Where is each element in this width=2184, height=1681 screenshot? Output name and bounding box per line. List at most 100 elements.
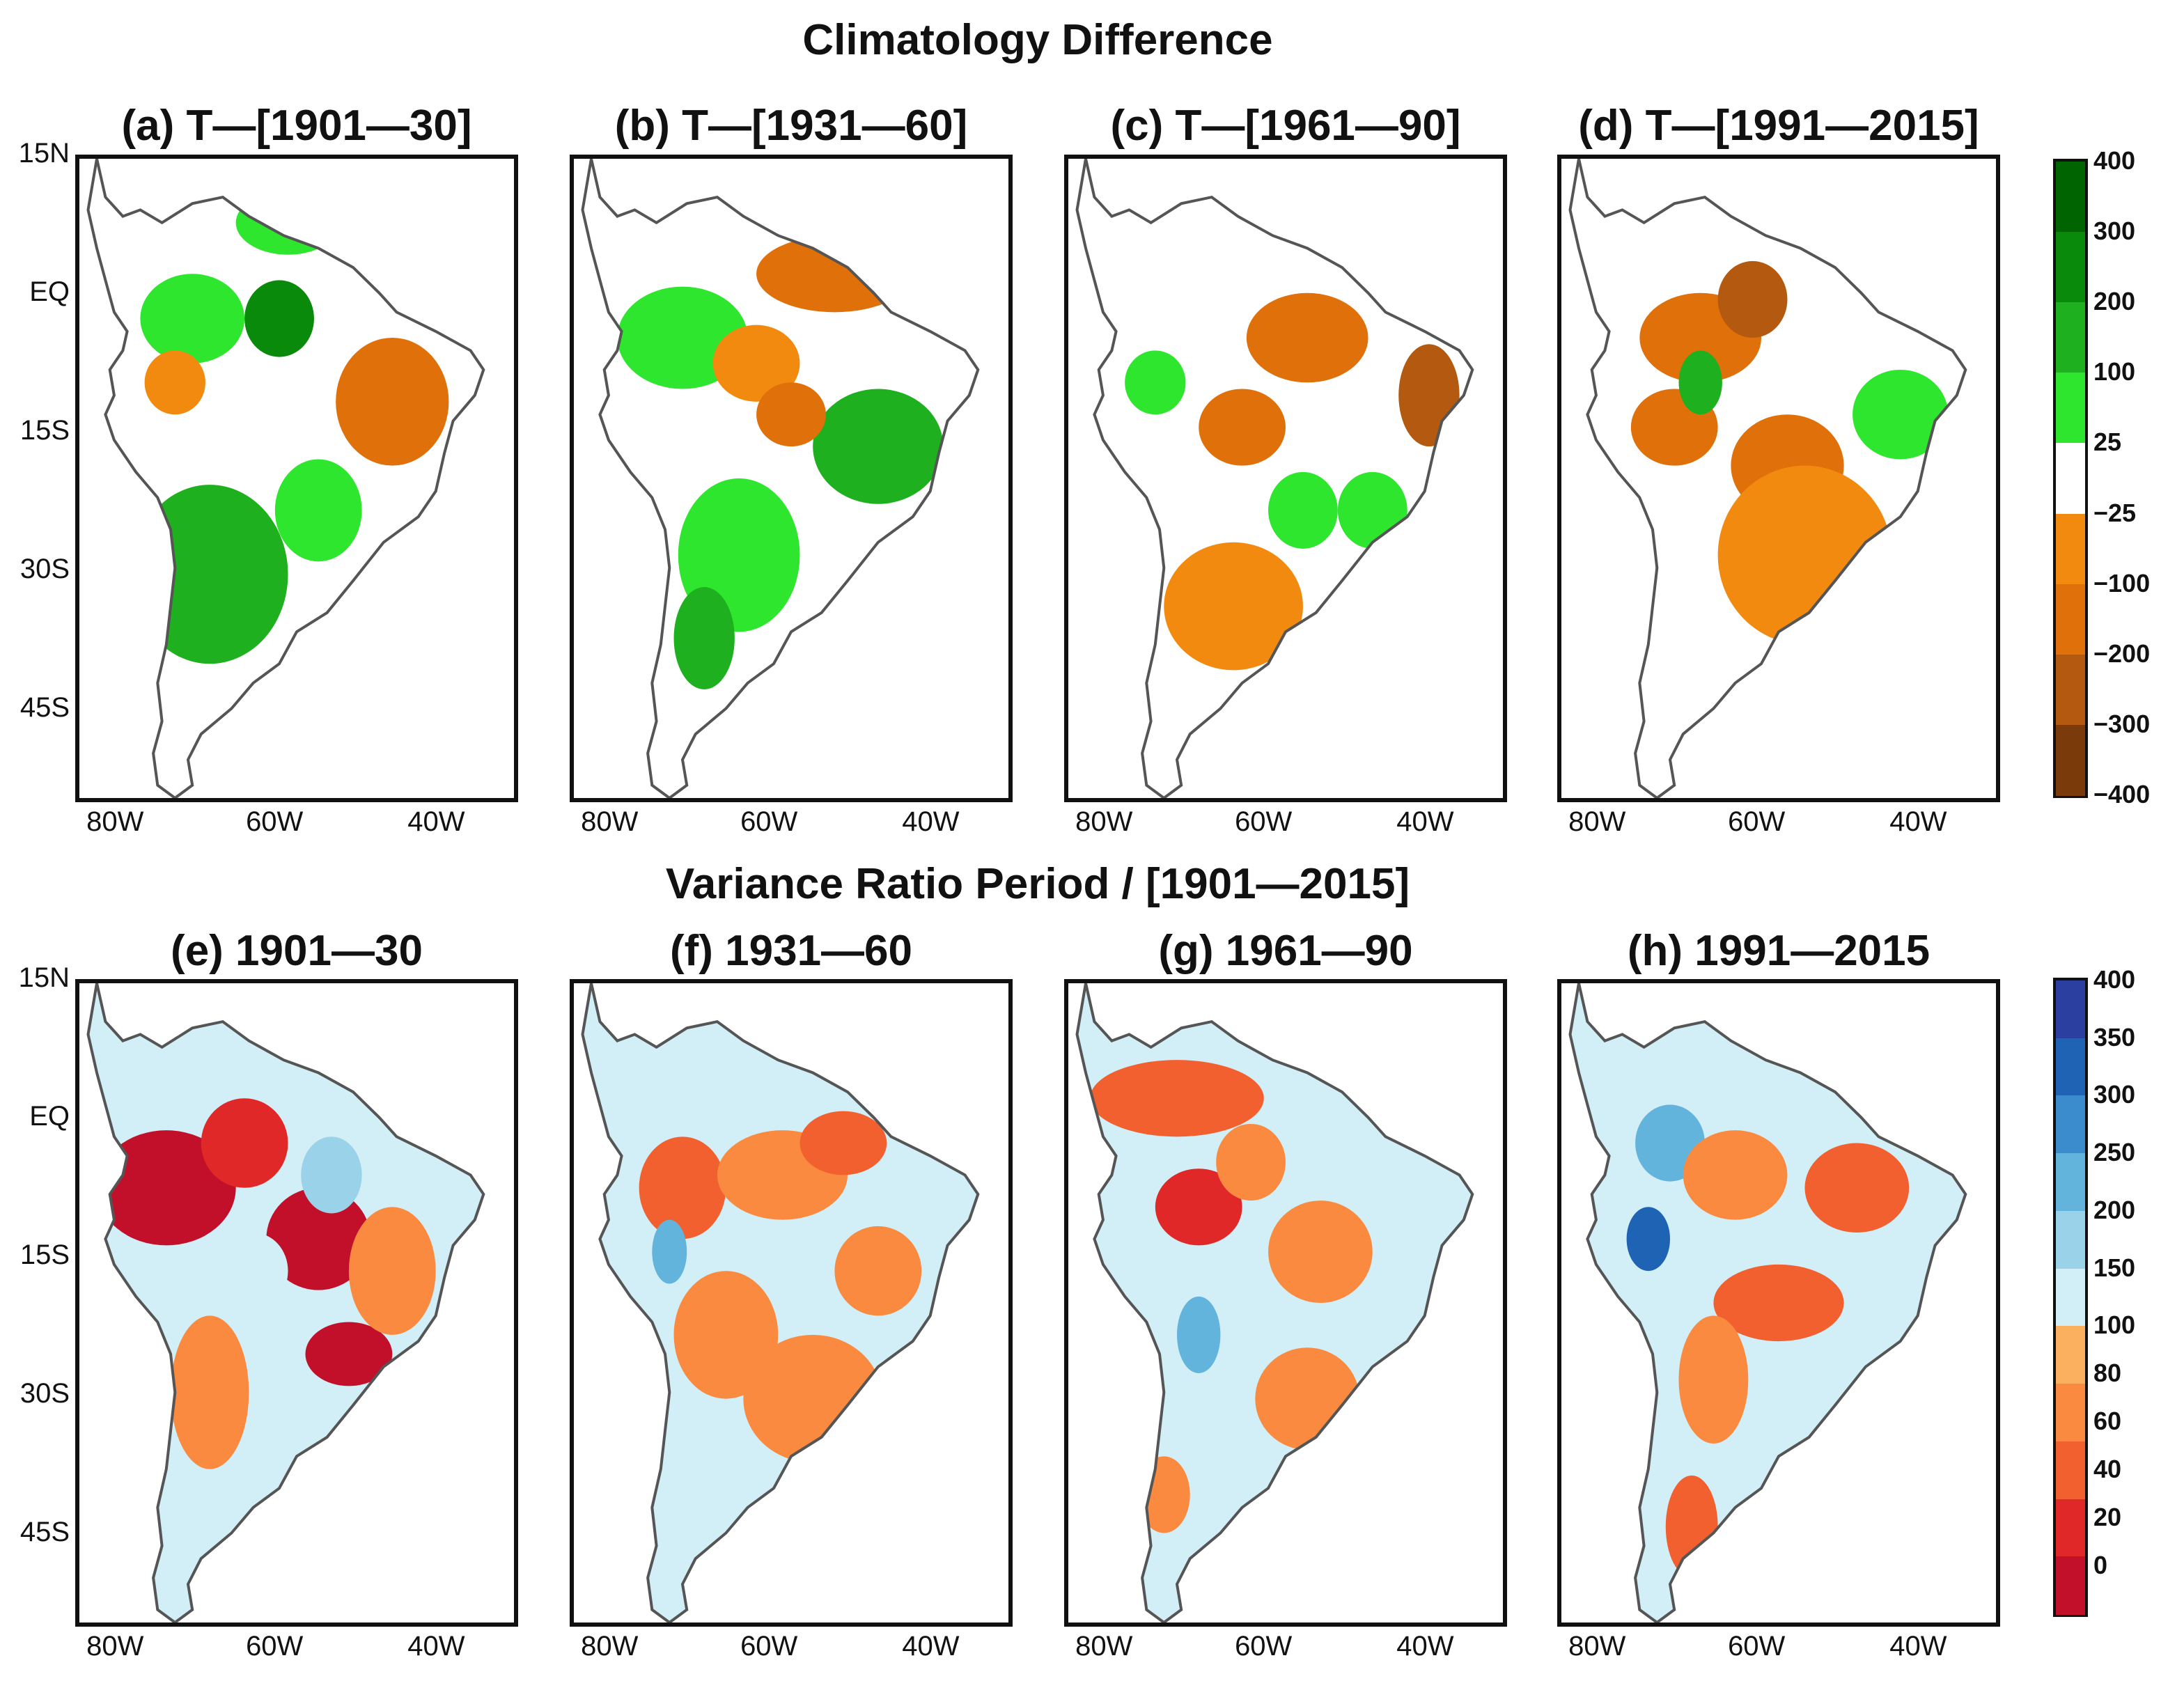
colorbar-tick-label: −300 [2093, 709, 2151, 738]
panel-title-6: (g) 1961—90 [1158, 927, 1413, 975]
colorbar-tick-label: −200 [2093, 639, 2151, 668]
colorbar-variance-ratio [2053, 978, 2088, 1617]
colorbar-segment [2056, 1210, 2085, 1269]
colorbar-tick-label: 350 [2093, 1022, 2136, 1051]
lon-tick-label: 40W [1396, 806, 1454, 837]
panel-title-7: (h) 1991—2015 [1627, 927, 1930, 975]
colorbar-segment [2056, 302, 2085, 374]
field-region-0 [96, 1130, 236, 1246]
colorbar-tick-label: 150 [2093, 1253, 2136, 1282]
field-region-3 [813, 389, 944, 504]
colorbar-segment [2056, 513, 2085, 585]
map-svg [1568, 983, 1967, 1623]
colorbar-segment [2056, 980, 2085, 1039]
panel-title-5: (f) 1931—60 [669, 927, 913, 975]
lon-tick-label: 80W [581, 806, 639, 837]
colorbar-segment [2056, 1499, 2085, 1558]
field-region-4 [1626, 1207, 1670, 1272]
colorbar-segment [2056, 584, 2085, 655]
field-region-5 [1398, 344, 1460, 447]
field-region-1 [756, 235, 913, 313]
colorbar-tick-label: 250 [2093, 1138, 2136, 1167]
lon-tick-label: 60W [1728, 806, 1786, 837]
field-region-2 [1216, 1123, 1286, 1201]
top-section-title: Climatology Difference [802, 16, 1273, 64]
map-svg [581, 983, 980, 1623]
lon-tick-label: 60W [1235, 806, 1293, 837]
field-region-5 [1852, 369, 1949, 460]
colorbar-segment [2056, 654, 2085, 726]
coastline [1568, 983, 1967, 1623]
colorbar-segment [2056, 1153, 2085, 1212]
lon-tick-label: 60W [246, 806, 304, 837]
coastline [86, 983, 485, 1623]
lat-tick-label: 30S [20, 554, 70, 585]
lon-tick-label: 40W [407, 1631, 465, 1662]
field-region-2 [1268, 471, 1338, 549]
lon-tick-label: 60W [1728, 1631, 1786, 1662]
lon-tick-label: 40W [902, 806, 960, 837]
field-region-1 [244, 280, 314, 357]
field-region-6 [1137, 1456, 1190, 1533]
lat-tick-label: EQ [29, 1101, 70, 1132]
coastline [86, 159, 485, 798]
lon-tick-label: 40W [902, 1631, 960, 1662]
colorbar-segment [2056, 1326, 2085, 1385]
colorbar-tick-label: 0 [2093, 1551, 2108, 1580]
field-region-5 [834, 1226, 922, 1316]
colorbar-tick-label: 100 [2093, 1311, 2136, 1340]
lat-tick-label: 30S [20, 1378, 70, 1409]
lon-tick-label: 60W [246, 1631, 304, 1662]
coastline [1075, 983, 1474, 1623]
lon-tick-label: 60W [740, 806, 798, 837]
lon-tick-label: 40W [1889, 806, 1947, 837]
colorbar-segment [2056, 1095, 2085, 1155]
map-panel-0 [75, 155, 518, 802]
field-region-4 [1177, 1296, 1221, 1373]
map-panel-3 [1557, 155, 2000, 802]
lat-tick-label: 15N [18, 962, 70, 993]
colorbar-tick-label: 300 [2093, 1080, 2136, 1109]
map-panel-2 [1064, 155, 1507, 802]
field-region-6 [1678, 350, 1722, 415]
field-region-1 [1199, 389, 1286, 466]
panel-title-2: (c) T—[1961—90] [1110, 102, 1461, 150]
map-panel-7 [1557, 979, 2000, 1627]
colorbar-tick-label: 20 [2093, 1503, 2122, 1532]
panel-title-1: (b) T—[1931—60] [614, 102, 968, 150]
coastline [581, 983, 980, 1623]
colorbar-segment [2056, 1556, 2085, 1615]
field-region-0 [1246, 292, 1368, 383]
lon-tick-label: 60W [740, 1631, 798, 1662]
panel-title-3: (d) T—[1991—2015] [1578, 102, 1979, 150]
field-region-0 [140, 274, 245, 363]
colorbar-tick-label: 40 [2093, 1455, 2122, 1484]
colorbar-segment [2056, 162, 2085, 233]
colorbar-tick-label: 200 [2093, 287, 2136, 316]
field-region-3 [1164, 542, 1303, 671]
lon-tick-label: 80W [86, 1631, 144, 1662]
lon-tick-label: 80W [1568, 806, 1626, 837]
field-region-7 [118, 555, 162, 658]
lon-tick-label: 80W [581, 1631, 639, 1662]
colorbar-segment [2056, 1038, 2085, 1097]
colorbar-tick-label: 25 [2093, 428, 2122, 457]
colorbar-segment [2056, 443, 2085, 515]
colorbar-tick-label: 400 [2093, 965, 2136, 994]
lon-tick-label: 40W [1396, 1631, 1454, 1662]
colorbar-tick-label: 200 [2093, 1195, 2136, 1224]
field-region-4 [1125, 350, 1186, 415]
colorbar-tick-label: 100 [2093, 357, 2136, 386]
field-region-6 [1665, 1475, 1718, 1578]
field-region-4 [652, 1219, 687, 1284]
lon-tick-label: 40W [407, 806, 465, 837]
field-region-5 [274, 459, 362, 562]
colorbar-tick-label: 80 [2093, 1359, 2122, 1388]
land-base [582, 983, 978, 1623]
lat-tick-label: EQ [29, 276, 70, 308]
lat-tick-label: 15N [18, 138, 70, 169]
lat-tick-label: 45S [20, 1517, 70, 1548]
colorbar-tick-label: 400 [2093, 146, 2136, 175]
field-region-5 [1678, 1315, 1749, 1444]
lon-tick-label: 40W [1889, 1631, 1947, 1662]
